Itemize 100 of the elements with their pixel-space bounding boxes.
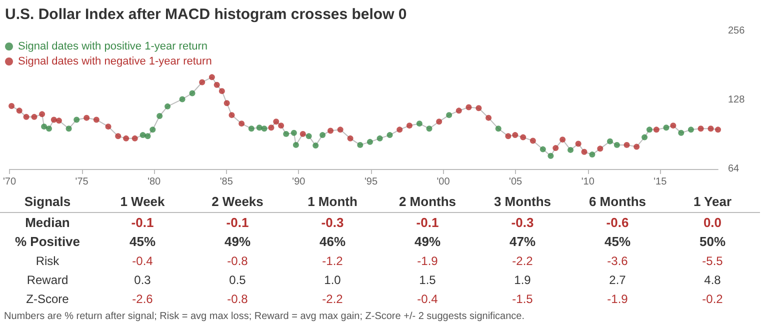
text: -0.1 (416, 215, 439, 230)
text: -2.2 (322, 292, 343, 306)
legend-label: Signal dates with positive 1-year return (18, 40, 208, 52)
point (406, 122, 412, 129)
x-tick-label: '80 (148, 176, 162, 188)
point (50, 116, 57, 123)
point (312, 142, 319, 149)
point (115, 133, 122, 140)
point (688, 126, 694, 133)
point (646, 126, 652, 133)
category-label: 2 Weeks (210, 192, 264, 210)
point (486, 114, 492, 121)
point (347, 135, 354, 142)
point (224, 100, 230, 106)
point (548, 152, 554, 159)
point (164, 103, 171, 110)
point (715, 126, 721, 133)
text: 2.7 (609, 272, 626, 286)
point (144, 133, 151, 140)
point (642, 134, 648, 140)
point (396, 126, 403, 133)
point (366, 138, 373, 145)
point (132, 135, 138, 142)
category-label: Risk (36, 254, 60, 268)
point (589, 152, 596, 158)
point (93, 116, 100, 123)
text: 49% (224, 234, 251, 249)
point (552, 145, 559, 152)
point (214, 82, 220, 88)
text: 0.3 (134, 272, 151, 286)
x-tick-label: '70 (2, 176, 16, 188)
point (416, 120, 422, 127)
text: Signals (23, 192, 72, 211)
text: -0.6 (606, 215, 629, 230)
category-label: % Positive (14, 234, 80, 249)
text: -2.2 (512, 254, 533, 268)
x-tick-label: '90 (292, 176, 306, 188)
point (678, 130, 684, 136)
point (273, 118, 280, 125)
point (41, 124, 48, 130)
point (283, 130, 290, 137)
point (320, 132, 326, 138)
text: -0.3 (511, 215, 534, 230)
point (268, 124, 274, 131)
point (357, 142, 364, 148)
point (446, 112, 452, 118)
point (46, 126, 52, 132)
point (228, 112, 235, 118)
point (238, 120, 245, 127)
x-tick-label: '10 (581, 176, 595, 188)
point (670, 122, 676, 129)
category-label: 2 Months (398, 192, 458, 210)
point (575, 140, 582, 147)
legend-label: Signal dates with negative 1-year return (18, 56, 212, 68)
point (520, 134, 526, 140)
point (512, 132, 518, 138)
x-tick-label: '05 (509, 176, 523, 188)
point (530, 138, 536, 144)
point (179, 96, 186, 102)
point (261, 126, 268, 132)
point (23, 114, 30, 120)
text: -1.5 (512, 292, 533, 306)
y-tick-label: 64 (728, 164, 740, 174)
point (140, 132, 146, 138)
x-tick-label: '85 (220, 176, 234, 188)
point (376, 135, 383, 142)
category-label: 1 Month (306, 192, 358, 210)
point (84, 114, 90, 121)
x-tick-label: '95 (364, 176, 378, 188)
point (568, 146, 574, 153)
y-tick-label: 128 (728, 94, 746, 106)
point (560, 136, 566, 143)
text: -1.2 (322, 254, 343, 268)
point (123, 135, 130, 142)
text: -1.9 (417, 254, 438, 268)
point (337, 126, 344, 133)
point (386, 132, 393, 138)
text: -2.6 (132, 292, 153, 306)
point (614, 142, 620, 148)
point (74, 116, 80, 123)
point (56, 118, 62, 124)
text: -0.4 (132, 254, 153, 268)
x-tick-label: '00 (436, 176, 450, 188)
point (436, 118, 442, 125)
text: -0.8 (227, 254, 248, 268)
point (105, 124, 112, 130)
text: -0.1 (131, 215, 154, 230)
point (199, 79, 206, 86)
text: 1.0 (324, 272, 341, 286)
text: 0.0 (703, 215, 722, 230)
category-label: 1 Year (692, 192, 733, 210)
point (248, 126, 254, 132)
point (8, 103, 15, 110)
point (328, 128, 334, 134)
text: Numbers are % return after signal; Risk = avg max loss; Reward = avg max gain; Z-Score +/- 2 suggests significance. (4, 311, 526, 322)
text: -0.3 (321, 215, 344, 230)
point (597, 146, 604, 152)
category-label: 3 Months (492, 192, 552, 210)
x-tick-label: '75 (75, 176, 89, 188)
point (189, 90, 196, 96)
